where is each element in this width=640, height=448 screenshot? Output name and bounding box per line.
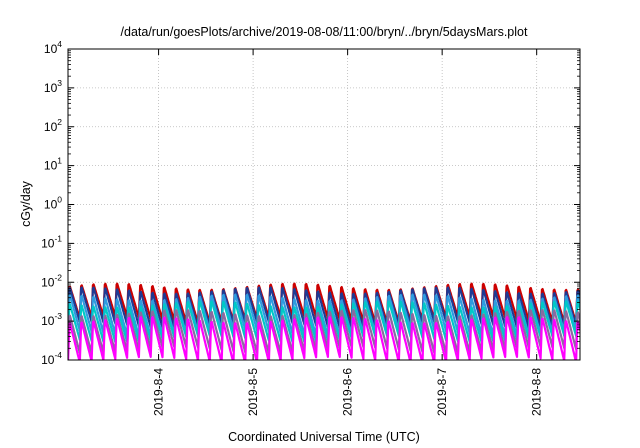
y-tick-label: 10-1 — [41, 233, 62, 250]
y-tick-label: 100 — [44, 195, 62, 212]
grid-lines — [68, 49, 580, 360]
y-tick-label: 10-2 — [41, 272, 62, 289]
y-tick-base: 10 — [44, 81, 58, 95]
series-line-5 — [68, 309, 580, 355]
series-line-3 — [68, 293, 580, 337]
y-tick-label: 10-4 — [41, 350, 62, 367]
y-tick-label: 104 — [44, 39, 62, 56]
x-tick-label: 2019-8-7 — [435, 368, 449, 416]
chart-title: /data/run/goesPlots/archive/2019-08-08/1… — [121, 25, 528, 39]
y-tick-exponent: 1 — [57, 156, 62, 166]
y-tick-label: 10-3 — [41, 311, 62, 328]
y-tick-exponent: 4 — [57, 39, 62, 49]
y-tick-label: 103 — [44, 78, 62, 95]
y-tick-base: 10 — [44, 42, 58, 56]
x-tick-label: 2019-8-5 — [246, 368, 260, 416]
y-tick-exponent: -2 — [54, 272, 62, 282]
x-tick-label: 2019-8-6 — [341, 368, 355, 416]
x-axis-title: Coordinated Universal Time (UTC) — [228, 430, 420, 444]
y-tick-label: 102 — [44, 117, 62, 134]
series-line-2 — [68, 286, 580, 330]
y-tick-base: 10 — [44, 120, 58, 134]
y-tick-exponent: 3 — [57, 78, 62, 88]
y-tick-exponent: 0 — [57, 195, 62, 205]
series-line-1 — [68, 282, 580, 324]
x-tick-label: 2019-8-8 — [530, 368, 544, 416]
y-tick-base: 10 — [41, 314, 55, 328]
y-tick-base: 10 — [41, 275, 55, 289]
y-tick-label: 101 — [44, 156, 62, 173]
y-tick-exponent: -3 — [54, 311, 62, 321]
y-tick-base: 10 — [41, 353, 55, 367]
y-tick-exponent: 2 — [57, 117, 62, 127]
series-line-6 — [68, 316, 580, 360]
x-tick-label: 2019-8-4 — [152, 368, 166, 416]
y-tick-exponent: -4 — [54, 350, 62, 360]
data-series — [68, 282, 580, 360]
y-tick-exponent: -1 — [54, 233, 62, 243]
y-tick-base: 10 — [41, 236, 55, 250]
x-tick-labels: 2019-8-4 2019-8-5 2019-8-6 2019-8-7 2019-8-8 — [152, 368, 544, 416]
series-line-4 — [68, 300, 580, 344]
y-tick-base: 10 — [44, 198, 58, 212]
tick-marks — [68, 48, 580, 361]
y-tick-base: 10 — [44, 159, 58, 173]
y-axis-title: cGy/day — [19, 180, 33, 227]
